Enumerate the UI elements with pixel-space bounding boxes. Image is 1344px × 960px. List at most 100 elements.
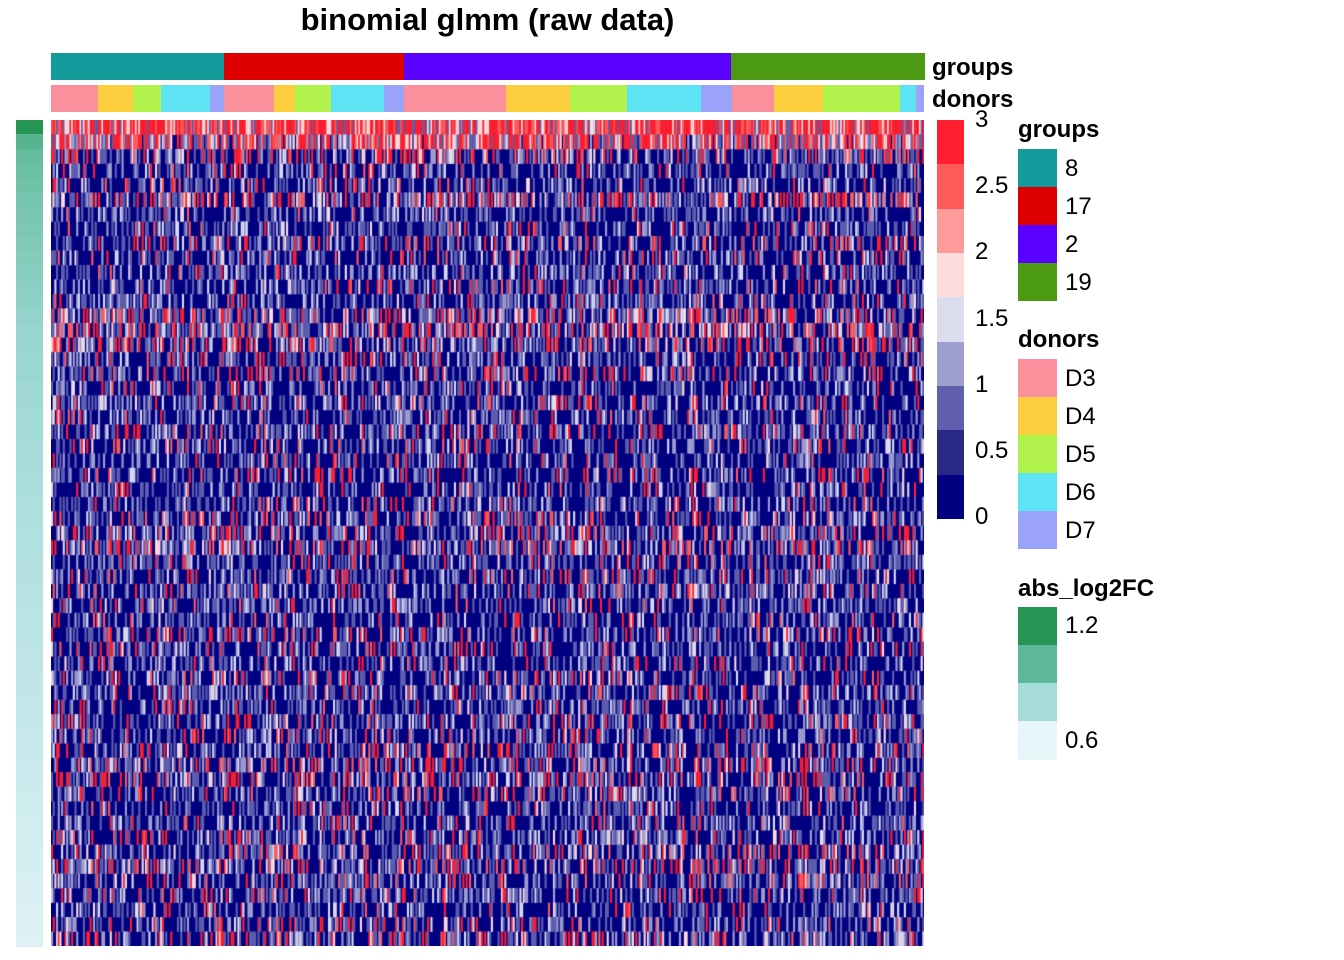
- donors-segment: [627, 85, 702, 112]
- abs-log2fc-cell: [16, 482, 43, 498]
- donors-segment: [403, 85, 507, 112]
- abs-log2fc-cell: [16, 888, 43, 904]
- donors-legend-swatch: [1018, 435, 1057, 473]
- donors-segment: [383, 85, 405, 112]
- donors-legend-label: D7: [1065, 517, 1096, 544]
- groups-legend-swatch: [1018, 263, 1057, 301]
- groups-legend-title: groups: [1018, 116, 1100, 143]
- abs-log2fc-cell: [16, 917, 43, 933]
- abs-log2fc-cell: [16, 714, 43, 730]
- donors-segment: [916, 85, 924, 112]
- donors-segment: [331, 85, 385, 112]
- value-scale-label: 0.5: [975, 436, 1009, 464]
- abs-log2fc-legend-swatch: [1018, 645, 1057, 684]
- donors-segment: [569, 85, 628, 112]
- abs-log2fc-cell: [16, 583, 43, 599]
- abs-log2fc-cell: [16, 351, 43, 367]
- groups-annotation-label: groups: [932, 54, 1014, 81]
- groups-legend-swatch: [1018, 149, 1057, 187]
- groups-segment: [731, 53, 925, 80]
- groups-legend-label: 19: [1065, 269, 1092, 296]
- value-scale-swatch: [937, 430, 964, 476]
- abs-log2fc-cell: [16, 293, 43, 309]
- donors-segment: [295, 85, 332, 112]
- abs-log2fc-cell: [16, 177, 43, 194]
- abs-log2fc-cell: [16, 206, 43, 223]
- abs-log2fc-cell: [16, 627, 43, 643]
- donors-legend-swatch: [1018, 397, 1057, 435]
- abs-log2fc-cell: [16, 873, 43, 889]
- groups-legend-swatch: [1018, 225, 1057, 263]
- groups-legend-label: 17: [1065, 193, 1092, 220]
- value-scale-label: 3: [975, 106, 989, 133]
- abs-log2fc-cell: [16, 569, 43, 585]
- value-scale-swatch: [937, 164, 964, 210]
- donors-legend-label: D5: [1065, 441, 1096, 468]
- donors-segment: [160, 85, 211, 112]
- abs-log2fc-cell: [16, 743, 43, 759]
- value-scale-swatch: [937, 208, 964, 254]
- abs-log2fc-cell: [16, 525, 43, 541]
- abs-log2fc-cell: [16, 308, 43, 324]
- abs-log2fc-cell: [16, 250, 43, 266]
- abs-log2fc-cell: [16, 380, 43, 396]
- donors-legend-label: D4: [1065, 403, 1096, 430]
- abs-log2fc-cell: [16, 395, 43, 411]
- abs-log2fc-cell: [16, 163, 43, 179]
- abs-log2fc-cell: [16, 496, 43, 512]
- abs-log2fc-cell: [16, 467, 43, 483]
- donors-segment: [209, 85, 225, 112]
- donors-legend-swatch: [1018, 359, 1057, 397]
- abs-log2fc-cell: [16, 757, 43, 773]
- donors-legend-swatch: [1018, 511, 1057, 549]
- abs-log2fc-cell: [16, 859, 43, 875]
- donors-segment: [822, 85, 901, 112]
- abs-log2fc-cell: [16, 453, 43, 469]
- value-scale-swatch: [937, 341, 964, 387]
- abs-log2fc-cell: [16, 612, 43, 628]
- abs-log2fc-cell: [16, 830, 43, 846]
- abs-log2fc-cell: [16, 786, 43, 802]
- value-scale-swatch: [937, 120, 964, 165]
- abs-log2fc-cell: [16, 801, 43, 817]
- abs-log2fc-cell: [16, 728, 43, 744]
- abs-log2fc-cell: [16, 902, 43, 918]
- abs-log2fc-cell: [16, 424, 43, 440]
- donors-segment: [223, 85, 275, 112]
- value-scale-swatch: [937, 297, 964, 343]
- abs-log2fc-legend-label: 1.2: [1065, 612, 1099, 639]
- groups-segment: [403, 53, 732, 80]
- value-scale-label: 2: [975, 238, 989, 266]
- donors-segment: [51, 85, 99, 112]
- abs-log2fc-cell: [16, 656, 43, 672]
- donors-segment: [505, 85, 571, 112]
- groups-legend-label: 8: [1065, 155, 1079, 182]
- abs-log2fc-cell: [16, 409, 43, 425]
- abs-log2fc-cell: [16, 641, 43, 657]
- abs-log2fc-cell: [16, 279, 43, 295]
- heatmap-body: [51, 120, 924, 946]
- abs-log2fc-legend-title: abs_log2FC: [1018, 575, 1155, 602]
- abs-log2fc-cell: [16, 221, 43, 237]
- value-scale-label: 1: [975, 370, 989, 398]
- abs-log2fc-legend-swatch: [1018, 607, 1057, 646]
- donors-segment: [273, 85, 297, 112]
- abs-log2fc-cell: [16, 931, 43, 947]
- groups-segment: [223, 53, 405, 80]
- abs-log2fc-cell: [16, 366, 43, 382]
- donors-legend-swatch: [1018, 473, 1057, 511]
- donors-segment: [133, 85, 162, 112]
- abs-log2fc-cell: [16, 438, 43, 454]
- groups-legend-swatch: [1018, 187, 1057, 225]
- donors-annotation-label: donors: [932, 86, 1014, 113]
- abs-log2fc-cell: [16, 264, 43, 280]
- value-scale-label: 0: [975, 503, 989, 530]
- donors-legend-title: donors: [1018, 326, 1100, 353]
- value-scale-swatch: [937, 386, 964, 431]
- abs-log2fc-cell: [16, 511, 43, 527]
- abs-log2fc-cell: [16, 337, 43, 353]
- abs-log2fc-cell: [16, 815, 43, 831]
- value-scale-label: 2.5: [975, 172, 1009, 200]
- abs-log2fc-cell: [16, 772, 43, 788]
